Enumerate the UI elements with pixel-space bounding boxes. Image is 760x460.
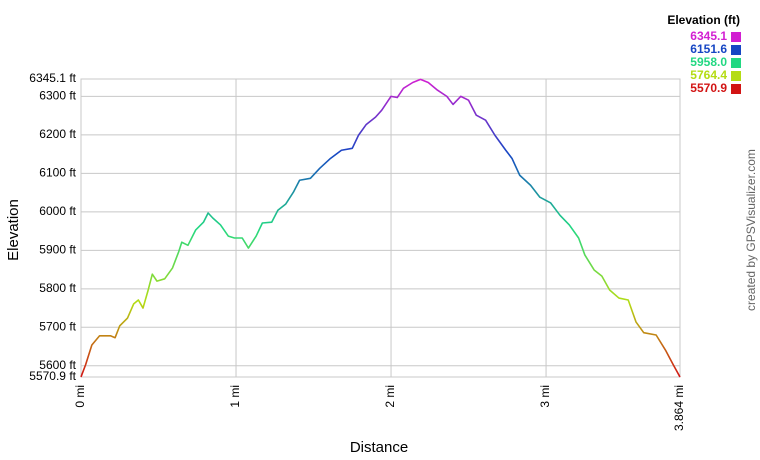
- x-tick-label: 1 mi: [228, 385, 242, 408]
- y-tick-label: 6100 ft: [39, 166, 76, 180]
- credit: created by GPSVisualizer.com: [744, 149, 758, 311]
- legend-label: 5570.9: [690, 81, 727, 95]
- legend-label: 6151.6: [690, 42, 727, 56]
- elevation-line: [80, 78, 681, 378]
- x-axis-label: Distance: [350, 439, 408, 456]
- legend-swatch: [731, 84, 741, 94]
- legend-swatch: [731, 32, 741, 42]
- legend-swatch: [731, 71, 741, 81]
- y-tick-label: 5600 ft: [39, 358, 76, 372]
- legend-label: 5958.0: [690, 55, 727, 69]
- legend-label: 6345.1: [690, 29, 727, 43]
- y-tick-label: 6345.1 ft: [29, 71, 76, 85]
- legend-title: Elevation (ft): [667, 13, 740, 27]
- y-tick-label: 6000 ft: [39, 204, 76, 218]
- y-tick-label: 5800 ft: [39, 281, 76, 295]
- legend-swatch: [731, 58, 741, 68]
- y-tick-label: 5570.9 ft: [29, 369, 76, 383]
- legend-label: 5764.4: [690, 68, 727, 82]
- x-tick-label: 2 mi: [383, 385, 397, 408]
- y-tick-label: 5700 ft: [39, 319, 76, 333]
- y-tick-label: 5900 ft: [39, 242, 76, 256]
- legend-swatch: [731, 45, 741, 55]
- x-tick-label: 3 mi: [538, 385, 552, 408]
- x-tick-label: 3.864 mi: [672, 385, 686, 431]
- y-axis-label: Elevation: [5, 199, 22, 261]
- y-tick-label: 6200 ft: [39, 127, 76, 141]
- x-tick-label: 0 mi: [73, 385, 87, 408]
- y-tick-label: 6300 ft: [39, 89, 76, 103]
- plot-frame: [80, 78, 681, 378]
